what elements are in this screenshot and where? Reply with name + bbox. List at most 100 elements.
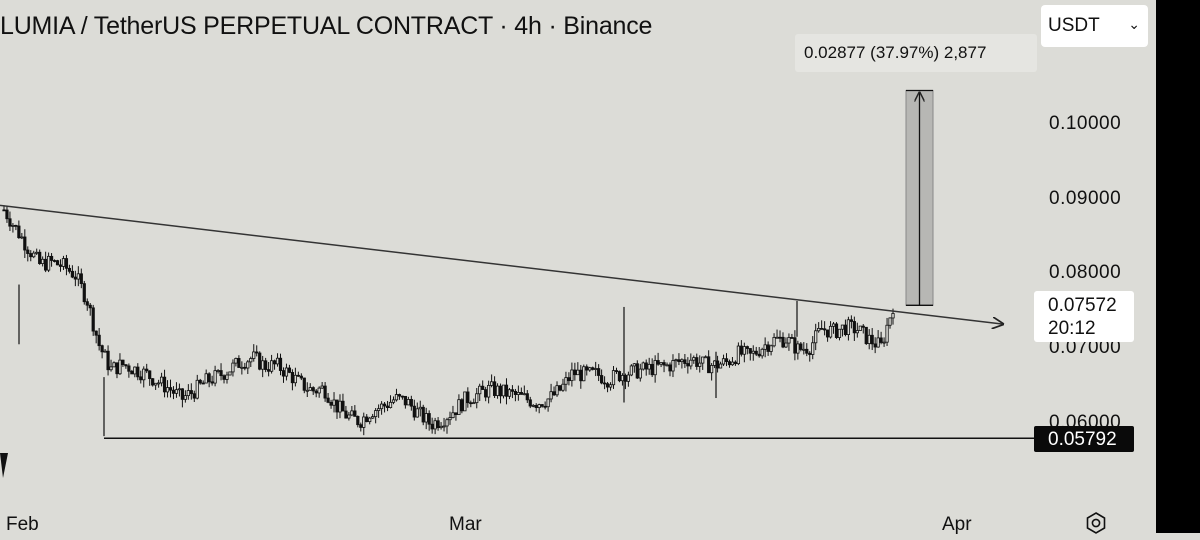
chart-title: LUMIA / TetherUS PERPETUAL CONTRACT · 4h… xyxy=(0,12,653,40)
candle-body xyxy=(2,209,6,212)
candle-body xyxy=(570,369,574,382)
candle-body xyxy=(350,410,354,416)
candle-body xyxy=(439,425,443,429)
candle-body xyxy=(249,358,253,363)
settings-icon[interactable] xyxy=(1084,511,1108,540)
candle-body xyxy=(317,387,321,394)
price-chart[interactable] xyxy=(0,0,1040,533)
y-tick-label: 0.08000 xyxy=(1049,262,1122,284)
candle-body xyxy=(852,321,856,334)
candle-body xyxy=(11,224,15,227)
candle-body xyxy=(742,346,746,355)
candle-body xyxy=(79,273,83,285)
candle-body xyxy=(41,258,45,264)
y-tick-label: 0.07000 xyxy=(1049,337,1122,358)
candle-body xyxy=(305,389,309,392)
candle-body xyxy=(29,253,33,258)
candle-body xyxy=(73,276,77,280)
candle-body xyxy=(154,382,158,386)
candle-body xyxy=(201,382,205,385)
candle-body xyxy=(151,378,155,386)
candle-body xyxy=(674,359,678,362)
candle-body xyxy=(14,224,18,227)
candle-body xyxy=(97,334,101,347)
candle-body xyxy=(272,360,277,365)
candle-body xyxy=(823,328,827,331)
candle-body xyxy=(846,319,851,335)
candle-body xyxy=(487,385,491,398)
candle-series xyxy=(2,205,895,437)
candle-body xyxy=(109,366,113,371)
candle-body xyxy=(769,345,773,352)
currency-select[interactable]: USDT ⌄ xyxy=(1041,5,1148,47)
candle-body xyxy=(106,350,110,371)
candle-body xyxy=(745,346,749,349)
candle-body xyxy=(121,359,125,366)
candle-body xyxy=(558,385,562,391)
candle-body xyxy=(600,375,604,384)
candle-body xyxy=(362,416,366,428)
candle-body xyxy=(525,393,529,401)
candle-body xyxy=(790,337,794,339)
candle-body xyxy=(145,368,149,372)
candle-body xyxy=(683,359,687,364)
candle-body xyxy=(656,360,660,365)
candle-body xyxy=(130,370,134,375)
candle-body xyxy=(159,376,164,384)
candle-body xyxy=(118,359,122,375)
candle-body xyxy=(460,399,464,412)
candle-body xyxy=(183,395,187,400)
candle-body xyxy=(409,399,413,407)
candle-body xyxy=(210,381,214,384)
candle-body xyxy=(347,414,351,419)
candle-body xyxy=(876,337,880,348)
candle-body xyxy=(608,384,613,388)
candle-body xyxy=(760,348,764,357)
candle-body xyxy=(787,337,791,344)
candle-body xyxy=(504,384,509,397)
candle-body xyxy=(377,408,381,411)
y-tick-label: 0.09000 xyxy=(1049,187,1122,209)
candle-body xyxy=(332,399,336,406)
candle-body xyxy=(671,360,675,372)
candle-body xyxy=(472,402,476,405)
candle-body xyxy=(451,412,455,419)
candle-body xyxy=(246,361,250,369)
candle-body xyxy=(751,350,755,354)
cropped-mark-icon xyxy=(0,453,8,478)
candle-body xyxy=(35,251,39,254)
candle-body xyxy=(454,412,458,415)
last-price-badge: 0.07572 20:12 xyxy=(1034,291,1134,342)
candle-body xyxy=(710,365,714,374)
candle-body xyxy=(573,369,577,376)
candle-body xyxy=(433,420,437,430)
candle-body xyxy=(436,420,440,429)
candle-body xyxy=(528,399,532,407)
candle-body xyxy=(162,376,167,393)
candle-body xyxy=(82,283,86,303)
candle-body xyxy=(103,350,107,353)
candle-body xyxy=(38,251,42,264)
candle-body xyxy=(507,389,512,397)
candle-body xyxy=(650,363,654,376)
candle-body xyxy=(371,416,375,419)
candle-body xyxy=(269,360,274,372)
candle-body xyxy=(430,423,434,430)
candle-body xyxy=(252,351,256,359)
candle-body xyxy=(231,362,235,373)
candle-body xyxy=(418,406,422,410)
candle-body xyxy=(481,385,485,390)
candle-body xyxy=(400,395,405,398)
candle-body xyxy=(793,337,797,354)
candle-body xyxy=(264,360,268,370)
candle-body xyxy=(814,330,818,344)
trendline[interactable] xyxy=(0,204,1003,324)
candle-body xyxy=(718,363,723,369)
candle-body xyxy=(864,326,868,344)
candle-body xyxy=(165,387,170,393)
candle-body xyxy=(721,358,726,365)
candle-body xyxy=(888,317,892,326)
candle-body xyxy=(727,361,732,366)
candle-body xyxy=(133,366,137,375)
candle-body xyxy=(275,357,280,365)
